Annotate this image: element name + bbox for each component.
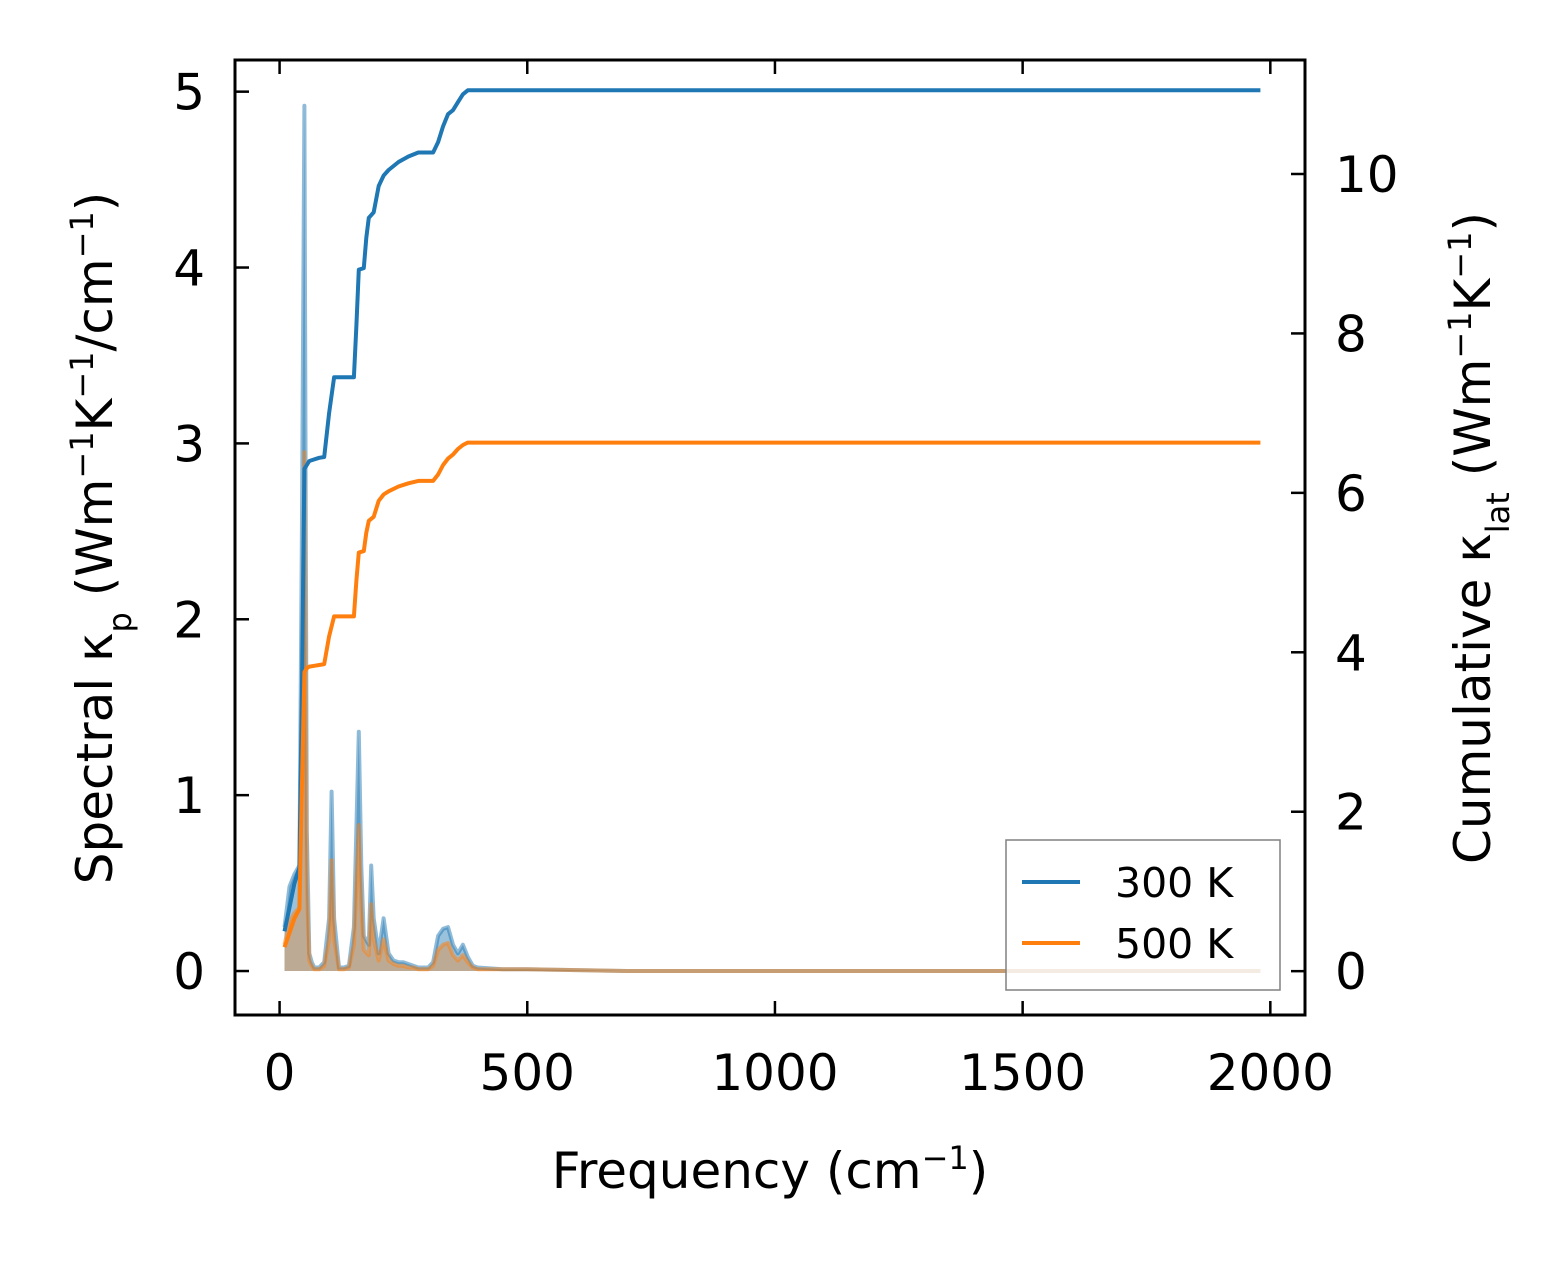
y-right-tick-label-10: 10	[1335, 146, 1399, 204]
x-tick-label-1000: 1000	[711, 1044, 838, 1102]
plot-frame	[233, 58, 1307, 1017]
x-tick-label-2000: 2000	[1207, 1044, 1334, 1102]
y-left-tick-label-1: 1	[173, 767, 205, 825]
y-left-tick-label-4: 4	[173, 240, 205, 298]
tick-marks	[235, 60, 1305, 1015]
x-tick-label-1500: 1500	[959, 1044, 1086, 1102]
spectral-lines	[282, 103, 1261, 973]
y-left-tick-label-5: 5	[173, 64, 205, 122]
y-right-tick-label-0: 0	[1335, 943, 1367, 1001]
y-right-tick-label-8: 8	[1335, 305, 1367, 363]
legend-label-500k: 500 K	[1115, 920, 1234, 968]
y-left-tick-label-0: 0	[173, 943, 205, 1001]
cumulative-line-500k	[282, 440, 1261, 948]
x-tick-label-0: 0	[264, 1044, 296, 1102]
legend: 300 K 500 K	[1005, 839, 1281, 991]
cumulative-line-300k	[282, 88, 1261, 932]
cumulative-lines	[282, 88, 1261, 948]
x-axis-label: Frequency (cm−1)	[552, 1139, 989, 1200]
y-right-tick-label-4: 4	[1335, 624, 1367, 682]
x-tick-label-500: 500	[480, 1044, 575, 1102]
legend-box	[1005, 839, 1281, 991]
legend-label-300k: 300 K	[1115, 859, 1234, 907]
y-left-tick-label-2: 2	[173, 591, 205, 649]
y-right-tick-label-6: 6	[1335, 465, 1367, 523]
y-left-tick-label-3: 3	[173, 415, 205, 473]
spectral-line-500k	[282, 450, 1261, 973]
y-right-tick-label-2: 2	[1335, 784, 1367, 842]
